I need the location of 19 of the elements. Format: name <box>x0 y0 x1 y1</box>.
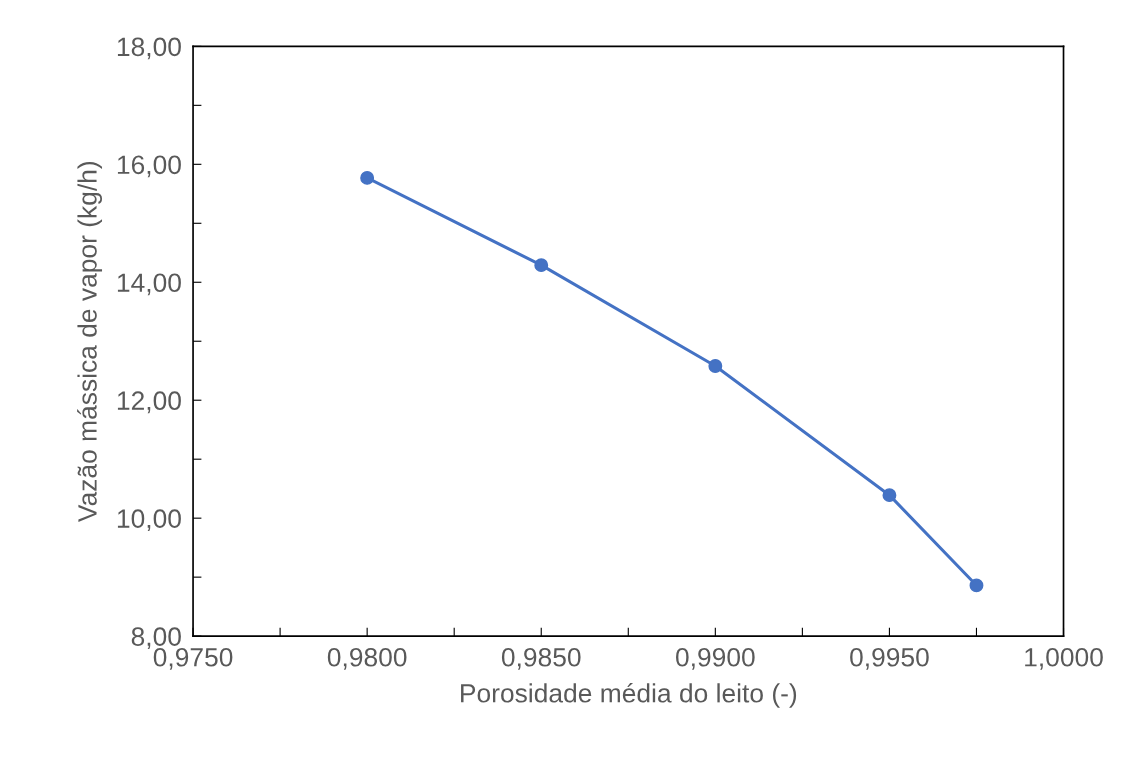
point <box>360 170 375 185</box>
y-tick-label: 12,00 <box>117 391 181 414</box>
x-axis-title: Porosidade média do leito (-) <box>461 682 797 708</box>
x-tick-label: 1,0000 <box>1025 647 1103 670</box>
y-tick-label: 14,00 <box>117 273 181 296</box>
y-tick-label: 18,00 <box>117 37 181 60</box>
y-tick-label: 8,00 <box>131 627 181 650</box>
point <box>708 359 723 373</box>
point <box>969 578 984 593</box>
y-tick-label: 16,00 <box>117 155 181 178</box>
x-tick-label: 0,9850 <box>501 647 581 670</box>
x-tick-label: 0,9750 <box>153 647 233 670</box>
y-axis-title: Vazão mássica de vapor (kg/h) <box>77 161 103 523</box>
y-tick-label: 10,00 <box>117 509 181 532</box>
x-tick-label: 0,9900 <box>676 647 755 670</box>
x-tick-label: 0,9950 <box>850 647 929 670</box>
x-tick-label: 0,9800 <box>327 647 407 670</box>
point <box>534 258 549 273</box>
point <box>882 488 897 503</box>
